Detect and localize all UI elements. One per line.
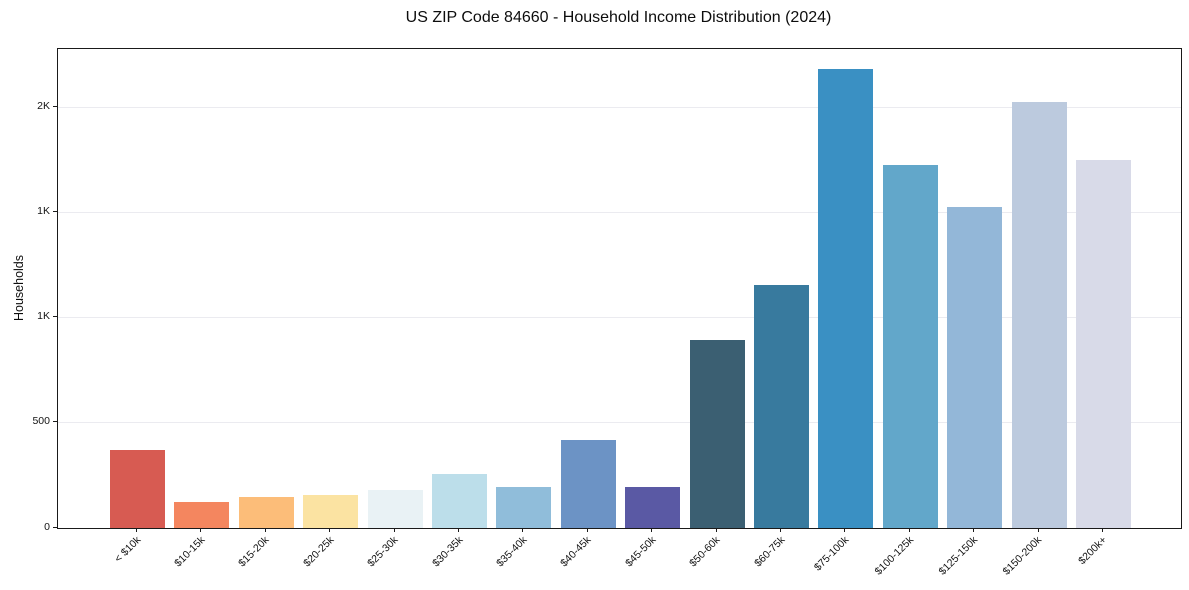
x-tick-mark [1102, 528, 1103, 532]
x-tick-mark [973, 528, 975, 532]
x-tick-mark [458, 528, 459, 532]
x-tick-label: $75-100k [811, 534, 852, 574]
bar-11 [754, 284, 809, 528]
x-tick-label: $125-150k [936, 534, 981, 578]
x-tick-mark [393, 528, 395, 532]
x-tick-label: $200k+ [1075, 534, 1109, 568]
bar-8 [560, 439, 616, 528]
bar-2 [174, 501, 230, 528]
y-tick-label: 1K [37, 205, 50, 218]
chart-title: US ZIP Code 84660 - Household Income Dis… [405, 9, 832, 26]
x-tick-label: $15-20k [236, 534, 272, 570]
y-tick-mark [53, 316, 57, 318]
x-tick-mark [844, 528, 846, 532]
x-tick-label: $40-45k [558, 534, 594, 570]
x-tick-label: $30-35k [429, 534, 465, 570]
bar-14 [947, 207, 1003, 528]
x-tick-label: $10-15k [172, 534, 208, 570]
y-tick-label: 0 [44, 520, 50, 533]
bar-7 [496, 487, 552, 528]
y-tick-mark [53, 106, 57, 108]
grid-line [58, 106, 1181, 108]
y-tick-mark [53, 526, 57, 528]
x-tick-label: $25-30k [365, 534, 401, 570]
bar-5 [367, 490, 423, 528]
y-tick-label: 1K [37, 310, 50, 323]
y-tick-label: 2K [37, 100, 50, 113]
grid-line [58, 421, 1181, 423]
x-tick-mark [715, 528, 717, 532]
bar-15 [1011, 101, 1067, 528]
y-tick-mark [53, 211, 57, 213]
bar-3 [238, 497, 294, 528]
bar-4 [303, 494, 359, 528]
bar-16 [1076, 159, 1131, 528]
x-tick-mark [200, 528, 202, 532]
x-tick-mark [329, 528, 331, 532]
x-tick-mark [586, 528, 588, 532]
bar-6 [432, 474, 487, 528]
x-tick-mark [1037, 528, 1039, 532]
y-tick-label: 500 [32, 415, 50, 428]
grid-line [58, 211, 1181, 213]
bar-13 [882, 164, 938, 528]
x-tick-label: $45-50k [622, 534, 659, 570]
x-tick-label: $20-25k [300, 534, 337, 570]
x-tick-label: $150-200k [1001, 534, 1045, 578]
x-tick-mark [651, 528, 653, 532]
y-tick-mark [53, 421, 57, 423]
plot-area [57, 48, 1182, 529]
x-tick-mark [780, 528, 781, 532]
bar-12 [818, 68, 874, 528]
x-tick-label: $60-75k [751, 534, 787, 570]
x-tick-label: < $10k [111, 534, 143, 565]
grid-line [58, 316, 1181, 318]
x-tick-label: $35-40k [494, 534, 530, 570]
x-tick-label: $100-125k [872, 534, 916, 578]
x-tick-mark [522, 528, 524, 532]
bar-9 [625, 487, 681, 528]
x-tick-mark [908, 528, 910, 532]
x-tick-mark [264, 528, 266, 532]
bar-10 [689, 339, 745, 528]
x-tick-mark [136, 528, 137, 532]
x-tick-label: $50-60k [687, 534, 723, 570]
bar-1 [110, 449, 165, 528]
